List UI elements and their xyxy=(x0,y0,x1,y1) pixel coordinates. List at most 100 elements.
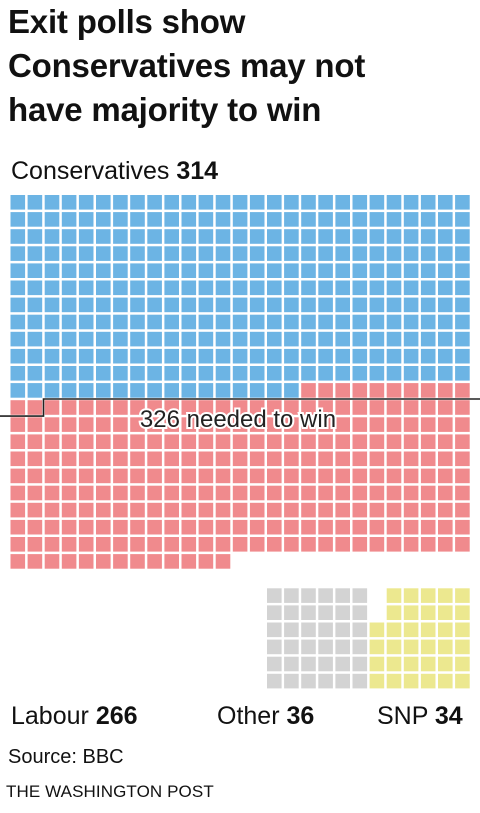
seat-cell-labour xyxy=(44,519,60,535)
seat-cell-conservatives xyxy=(438,331,453,347)
seat-cell-labour xyxy=(369,417,385,432)
seat-cell-labour xyxy=(284,502,299,518)
seat-cell-conservatives xyxy=(438,195,453,210)
seat-cell-labour xyxy=(61,537,77,552)
seat-cell-snp xyxy=(386,588,402,603)
seat-cell-conservatives xyxy=(27,246,43,261)
seat-cell-conservatives xyxy=(78,366,94,381)
seat-cell-conservatives xyxy=(10,331,26,347)
seat-cell-labour xyxy=(96,451,111,467)
seat-cell-labour xyxy=(403,537,419,552)
seat-cell-conservatives xyxy=(232,212,248,227)
seat-cell-conservatives xyxy=(215,246,231,261)
seat-cell-conservatives xyxy=(249,280,265,296)
seat-cell-labour xyxy=(181,502,197,518)
seat-cell-conservatives xyxy=(181,212,197,227)
seat-cell-snp xyxy=(369,656,385,672)
seat-cell-conservatives xyxy=(352,366,368,381)
seat-cell-labour xyxy=(113,417,128,432)
seat-cell-conservatives xyxy=(403,331,419,347)
seat-cell-conservatives xyxy=(318,314,333,330)
seat-cell-labour xyxy=(96,485,111,501)
seat-cell-conservatives xyxy=(61,280,77,296)
seat-cell-labour xyxy=(61,434,77,449)
seat-cell-conservatives xyxy=(164,263,179,278)
seat-cell-conservatives xyxy=(301,366,316,381)
title-line: have majority to win xyxy=(8,91,322,128)
seat-cell-conservatives xyxy=(386,314,402,330)
seat-cell-conservatives xyxy=(267,314,282,330)
seat-cell-conservatives xyxy=(438,366,453,381)
seat-cell-conservatives xyxy=(130,314,145,330)
seat-cell-snp xyxy=(386,605,402,620)
seat-cell-conservatives xyxy=(96,246,111,261)
seat-cell-snp xyxy=(455,622,470,638)
seat-cell-conservatives xyxy=(215,263,231,278)
seat-cell-conservatives xyxy=(198,229,214,244)
seat-cell-other xyxy=(352,656,368,672)
seat-cell-conservatives xyxy=(386,195,402,210)
seat-cell-labour xyxy=(369,383,385,398)
seat-cell-conservatives xyxy=(44,314,60,330)
seat-cell-conservatives xyxy=(147,297,162,313)
seat-cell-conservatives xyxy=(164,229,179,244)
seat-cell-conservatives xyxy=(335,212,350,227)
seat-cell-conservatives xyxy=(27,212,43,227)
seat-cell-snp xyxy=(420,656,436,672)
seat-cell-labour xyxy=(386,434,402,449)
seat-cell-labour xyxy=(267,502,282,518)
seat-cell-snp xyxy=(403,588,419,603)
seat-cell-conservatives xyxy=(318,246,333,261)
seat-cell-labour xyxy=(181,434,197,449)
seat-cell-conservatives xyxy=(96,212,111,227)
seat-cell-conservatives xyxy=(181,348,197,364)
seat-cell-conservatives xyxy=(44,331,60,347)
seat-cell-conservatives xyxy=(44,383,60,398)
seat-cell-conservatives xyxy=(232,280,248,296)
seat-cell-conservatives xyxy=(78,280,94,296)
seat-cell-other xyxy=(335,622,350,638)
seat-cell-conservatives xyxy=(164,331,179,347)
seat-cell-conservatives xyxy=(61,246,77,261)
seat-cell-conservatives xyxy=(386,331,402,347)
seat-cell-conservatives xyxy=(10,263,26,278)
seat-cell-labour xyxy=(403,502,419,518)
seat-cell-labour xyxy=(301,434,316,449)
seat-cell-conservatives xyxy=(249,212,265,227)
seat-cell-other xyxy=(318,673,333,689)
seat-cell-conservatives xyxy=(232,263,248,278)
seat-cell-conservatives xyxy=(164,366,179,381)
seat-cell-conservatives xyxy=(232,331,248,347)
seat-cell-labour xyxy=(249,417,265,432)
seat-cell-labour xyxy=(301,502,316,518)
seat-cell-labour xyxy=(164,434,179,449)
seat-cell-labour xyxy=(438,537,453,552)
seat-cell-labour xyxy=(113,485,128,501)
seat-cell-labour xyxy=(455,502,470,518)
seat-cell-conservatives xyxy=(369,195,385,210)
seat-cell-conservatives xyxy=(455,314,470,330)
seat-cell-labour xyxy=(455,468,470,484)
seat-cell-labour xyxy=(249,502,265,518)
seat-cell-conservatives xyxy=(78,263,94,278)
seat-cell-conservatives xyxy=(215,297,231,313)
seat-cell-snp xyxy=(438,605,453,620)
seat-cell-labour xyxy=(27,468,43,484)
seat-cell-conservatives xyxy=(10,314,26,330)
seat-cell-conservatives xyxy=(420,297,436,313)
seat-cell-conservatives xyxy=(267,246,282,261)
seat-cell-labour xyxy=(96,468,111,484)
seat-cell-labour xyxy=(27,554,43,569)
seat-cell-conservatives xyxy=(198,212,214,227)
seat-cell-conservatives xyxy=(164,314,179,330)
seat-cell-conservatives xyxy=(403,246,419,261)
seat-cell-labour xyxy=(267,434,282,449)
seat-cell-conservatives xyxy=(369,263,385,278)
seat-cell-labour xyxy=(249,537,265,552)
seat-cell-conservatives xyxy=(386,280,402,296)
seat-cell-conservatives xyxy=(113,229,128,244)
seat-cell-snp xyxy=(420,673,436,689)
seat-cell-snp xyxy=(420,639,436,655)
seat-cell-conservatives xyxy=(352,229,368,244)
seat-cell-conservatives xyxy=(27,280,43,296)
